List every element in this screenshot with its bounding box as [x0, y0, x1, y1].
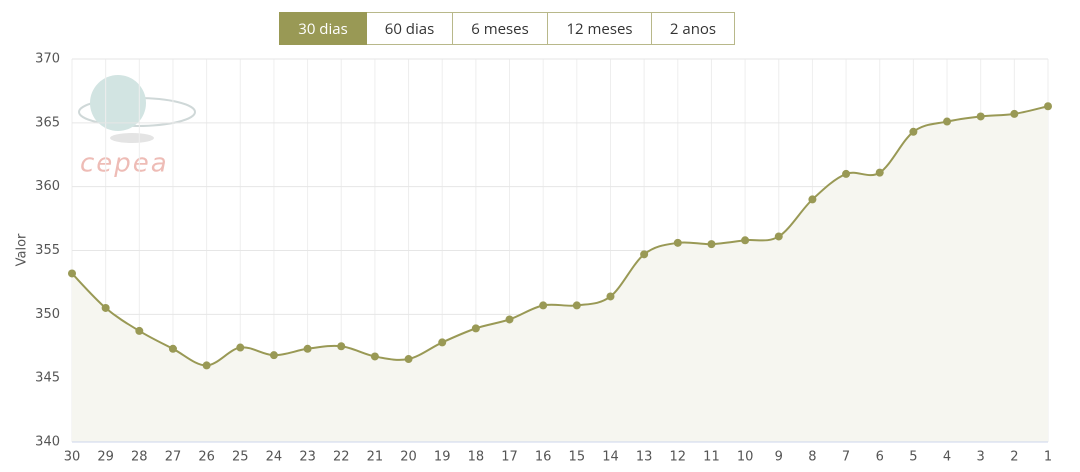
- x-tick-label: 24: [266, 450, 283, 465]
- point: [539, 301, 548, 310]
- y-tick-label: 345: [35, 371, 60, 386]
- point: [640, 250, 649, 259]
- x-tick-label: 5: [909, 450, 917, 465]
- point: [875, 168, 884, 177]
- logo: cepea: [78, 75, 196, 179]
- point: [808, 195, 817, 204]
- point: [370, 352, 379, 361]
- y-tick-label: 350: [35, 307, 60, 322]
- x-tick-label: 29: [97, 450, 114, 465]
- logo-globe: [90, 75, 146, 131]
- logo-text: cepea: [80, 149, 169, 179]
- x-tick-label: 22: [333, 450, 350, 465]
- x-tick-label: 28: [131, 450, 148, 465]
- x-tick-label: 18: [468, 450, 485, 465]
- range-button[interactable]: 2 anos: [652, 12, 735, 45]
- x-tick-label: 9: [775, 450, 783, 465]
- x-tick-label: 11: [703, 450, 720, 465]
- x-tick-label: 25: [232, 450, 249, 465]
- x-tick-label: 16: [535, 450, 552, 465]
- y-tick-label: 370: [35, 52, 60, 67]
- point: [404, 355, 413, 364]
- point: [269, 351, 278, 360]
- point: [943, 117, 952, 126]
- x-tick-label: 10: [737, 450, 754, 465]
- point: [303, 344, 312, 353]
- x-tick-label: 14: [602, 450, 619, 465]
- point: [438, 338, 447, 347]
- point: [236, 343, 245, 352]
- x-tick-label: 30: [64, 450, 81, 465]
- range-selector: 30 dias 60 dias 6 meses 12 meses 2 anos: [279, 12, 735, 45]
- x-tick-label: 6: [876, 450, 884, 465]
- range-button[interactable]: 60 dias: [367, 12, 453, 45]
- point: [673, 238, 682, 247]
- point: [1010, 109, 1019, 118]
- x-tick-label: 17: [501, 450, 518, 465]
- point: [976, 112, 985, 121]
- y-tick-label: 360: [35, 179, 60, 194]
- point: [68, 269, 76, 278]
- point: [505, 315, 514, 324]
- point: [1044, 102, 1052, 111]
- point: [572, 301, 581, 310]
- x-tick-label: 15: [569, 450, 586, 465]
- x-tick-label: 7: [842, 450, 850, 465]
- x-tick-label: 26: [198, 450, 215, 465]
- point: [606, 292, 615, 301]
- x-tick-label: 1: [1044, 450, 1052, 465]
- x-tick-label: 20: [400, 450, 417, 465]
- point: [135, 326, 144, 335]
- range-button[interactable]: 6 meses: [453, 12, 548, 45]
- x-tick-label: 27: [165, 450, 182, 465]
- point: [774, 232, 783, 241]
- area: [72, 106, 1048, 442]
- point: [101, 303, 110, 312]
- y-tick-label: 340: [35, 435, 60, 450]
- point: [202, 361, 211, 370]
- x-tick-label: 8: [808, 450, 816, 465]
- range-button[interactable]: 30 dias: [279, 12, 367, 45]
- point: [337, 342, 346, 351]
- x-tick-label: 4: [943, 450, 951, 465]
- point: [168, 344, 177, 353]
- x-tick-label: 21: [367, 450, 384, 465]
- x-tick-label: 3: [977, 450, 985, 465]
- point: [909, 127, 918, 136]
- x-tick-label: 2: [1010, 450, 1018, 465]
- y-tick-label: 365: [35, 115, 60, 130]
- range-button[interactable]: 12 meses: [548, 12, 652, 45]
- y-axis-title: Valor: [15, 233, 30, 266]
- x-tick-label: 13: [636, 450, 653, 465]
- point: [842, 169, 851, 178]
- x-tick-label: 23: [299, 450, 316, 465]
- point: [741, 236, 750, 245]
- logo-shadow: [110, 133, 154, 143]
- point: [707, 240, 716, 249]
- y-tick-label: 355: [35, 243, 60, 258]
- x-tick-label: 12: [670, 450, 687, 465]
- point: [471, 324, 480, 333]
- x-tick-label: 19: [434, 450, 451, 465]
